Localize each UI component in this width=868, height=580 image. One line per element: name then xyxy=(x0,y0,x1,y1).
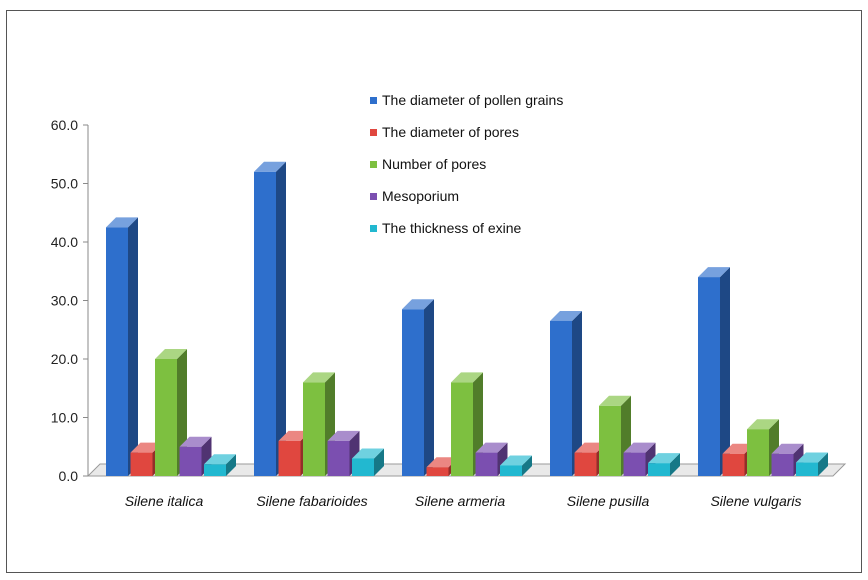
y-tick-label: 60.0 xyxy=(51,117,78,133)
bar-front xyxy=(327,440,350,476)
bar-top xyxy=(574,442,607,453)
bar-front xyxy=(451,382,473,476)
bar-front xyxy=(747,429,769,476)
bar-side xyxy=(670,453,680,476)
bar-side xyxy=(276,161,286,477)
bar xyxy=(500,455,532,476)
bar-top xyxy=(179,436,212,447)
y-tick-label: 50.0 xyxy=(51,176,78,192)
legend-label: Number of pores xyxy=(382,156,486,172)
y-tick-label: 20.0 xyxy=(51,351,78,367)
bar-front xyxy=(402,309,424,476)
legend-swatch xyxy=(370,225,377,232)
bar xyxy=(402,299,434,476)
bar-top xyxy=(106,217,138,228)
bar-top xyxy=(599,395,631,406)
legend-swatch xyxy=(370,97,377,104)
bar-side xyxy=(522,455,532,476)
bar-top xyxy=(130,442,163,453)
bar-top xyxy=(155,349,187,359)
bar-front xyxy=(106,227,128,476)
legend-label: The diameter of pores xyxy=(382,124,519,140)
bar xyxy=(106,217,138,476)
bar-top xyxy=(402,299,434,310)
bar-front xyxy=(475,452,498,476)
bar-front xyxy=(155,359,177,476)
bar-front xyxy=(623,452,646,476)
bar-side xyxy=(818,452,828,476)
bar-front xyxy=(254,171,276,477)
y-tick-label: 40.0 xyxy=(51,234,78,250)
bar-top xyxy=(303,372,335,383)
legend-swatch xyxy=(370,193,377,200)
bar-top xyxy=(254,161,286,172)
bar xyxy=(254,161,286,477)
bar-front xyxy=(599,405,621,476)
legend-label: The diameter of pollen grains xyxy=(382,92,563,108)
bar-front xyxy=(648,463,670,476)
bar-front xyxy=(179,446,202,476)
category-label: Silene vulgaris xyxy=(710,493,801,509)
bar-top xyxy=(771,443,804,454)
bar-top xyxy=(451,372,483,383)
bar-top xyxy=(327,430,360,441)
category-labels: Silene italica Silene fabarioides Silene a… xyxy=(125,493,802,509)
bar-top xyxy=(204,454,236,465)
legend-swatch xyxy=(370,161,377,168)
bar-top xyxy=(278,430,311,441)
bar-side xyxy=(572,310,582,476)
bar xyxy=(352,448,384,476)
bar-side xyxy=(226,454,236,476)
bar-front xyxy=(574,452,597,476)
bar-front xyxy=(722,453,745,476)
bar-front xyxy=(278,440,301,476)
bar-top xyxy=(475,442,508,453)
bar-front xyxy=(500,465,522,476)
bar-top xyxy=(648,453,680,464)
bar-front xyxy=(698,277,720,476)
bar-top xyxy=(796,452,828,463)
category-label: Silene italica xyxy=(125,493,204,509)
y-tick-label: 0.0 xyxy=(59,468,79,484)
bar xyxy=(648,453,680,476)
bar-top xyxy=(623,442,656,453)
bar-front xyxy=(550,320,572,476)
bar-side xyxy=(374,448,384,476)
bar-side xyxy=(424,299,434,476)
y-tick-labels: 0.0 10.0 20.0 30.0 40.0 50.0 60.0 xyxy=(51,117,78,484)
bar xyxy=(179,436,212,476)
bar xyxy=(796,452,828,476)
bar-front xyxy=(130,452,153,476)
bar-top xyxy=(722,443,755,454)
bar-front xyxy=(352,458,374,476)
bar xyxy=(204,454,236,476)
bar-side xyxy=(720,267,730,476)
bar-side xyxy=(128,217,138,476)
category-label: Silene fabarioides xyxy=(256,493,367,509)
y-tick-label: 10.0 xyxy=(51,410,78,426)
legend-swatch xyxy=(370,129,377,136)
bar-top xyxy=(426,457,459,468)
legend: The diameter of pollen grains The diamete… xyxy=(370,92,563,236)
bar-front xyxy=(204,464,226,476)
bar-top xyxy=(500,455,532,466)
bar-top xyxy=(747,419,779,430)
bar-front xyxy=(771,453,794,476)
bar xyxy=(550,310,582,476)
bar-top xyxy=(352,448,384,459)
legend-label: The thickness of exine xyxy=(382,220,522,236)
bar-top xyxy=(550,310,582,321)
y-tick-label: 30.0 xyxy=(51,293,78,309)
bar-front xyxy=(796,462,818,476)
category-label: Silene pusilla xyxy=(567,493,650,509)
category-label: Silene armeria xyxy=(415,493,505,509)
bar-front xyxy=(426,467,449,476)
bar-top xyxy=(698,267,730,278)
bars-layer xyxy=(106,161,828,477)
bar-front xyxy=(303,382,325,476)
bar xyxy=(698,267,730,476)
legend-label: Mesoporium xyxy=(382,188,459,204)
